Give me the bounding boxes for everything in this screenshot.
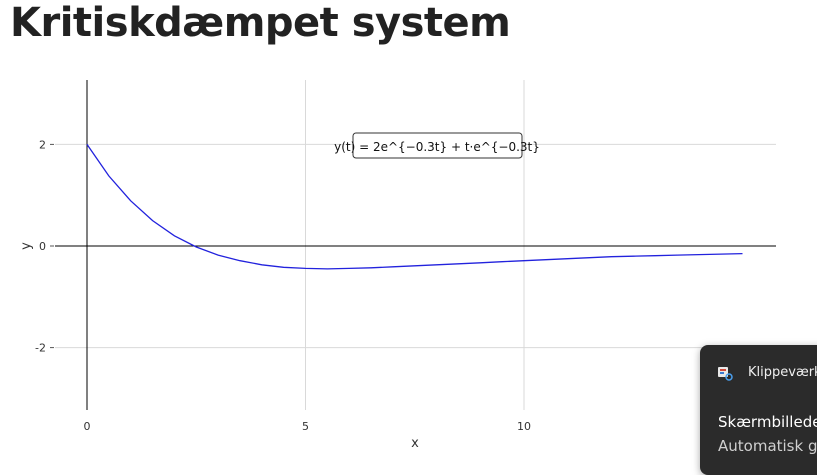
y-tick-label: 0 [39,240,46,253]
chart-ticks: 0 5 10 -2 0 2 [35,138,531,433]
page-title: Kritiskdæmpet system [10,0,511,46]
y-tick-label: -2 [35,342,46,355]
chart-labels: xy [19,242,419,451]
notification-toast[interactable]: Klippeværktøj Skærmbillede kopieret Auto… [700,345,817,475]
snipping-tool-icon [718,367,733,381]
notification-app-name: Klippeværktøj [748,365,817,380]
chart-series [86,144,743,270]
annotation-text: y(t) = 2e^{−0.3t} + t·e^{−0.3t} [334,140,540,154]
annotation-box [352,132,523,159]
chart-grid [55,80,776,410]
notification-body: Automatisk gemt [718,437,817,455]
notification-heading: Skærmbillede kopieret [718,413,817,431]
x-tick-label: 10 [517,420,531,433]
x-tick-label: 0 [84,420,91,433]
chart: 0 5 10-202 xy y(t) = 2e^{−0.3t} + t·e^{−0.… [19,80,776,451]
series-line [86,144,743,270]
chart-annotation: y(t) = 2e^{−0.3t} + t·e^{−0.3t} [334,132,540,159]
x-axis-label: x [411,436,419,451]
y-axis-label: y [19,242,34,250]
x-tick-label: 5 [302,420,309,433]
y-tick-label: 2 [39,138,46,151]
chart-axes [55,80,776,410]
